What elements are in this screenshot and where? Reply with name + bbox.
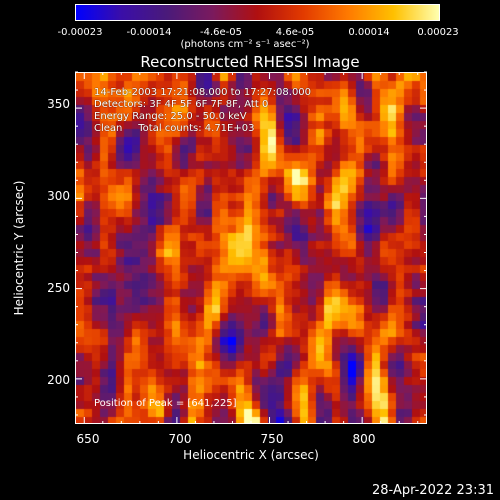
y-tick-label: 350 xyxy=(47,97,70,111)
annotation-detectors: Detectors: 3F 4F 5F 6F 7F 8F, Att 0 xyxy=(94,99,269,110)
colorbar-tick: 0.00014 xyxy=(348,27,390,38)
colorbar-tick: -0.00014 xyxy=(126,27,172,38)
annotation-peak: Position of Peak = [641,225] xyxy=(94,398,237,409)
chart-title: Reconstructed RHESSI Image xyxy=(140,53,360,71)
colorbar xyxy=(75,4,440,21)
heatmap-image xyxy=(76,73,426,423)
colorbar-tick: -0.00023 xyxy=(57,27,103,38)
y-tick-label: 200 xyxy=(47,373,70,387)
colorbar-tick: 4.6e-05 xyxy=(275,27,315,38)
x-tick-label: 750 xyxy=(260,432,284,446)
y-tick-label: 300 xyxy=(47,189,70,203)
colorbar-tick: 0.00023 xyxy=(417,27,459,38)
plot-area: 14-Feb-2003 17:21:08.000 to 17:27:08.000… xyxy=(75,72,427,424)
colorbar-unit: (photons cm⁻² s⁻¹ asec⁻²) xyxy=(180,39,310,50)
x-tick-label: 700 xyxy=(168,432,192,446)
annotation-method: Clean Total counts: 4.71E+03 xyxy=(94,123,255,134)
y-axis-label: Heliocentric Y (arcsec) xyxy=(12,180,26,316)
colorbar-tick: -4.6e-05 xyxy=(200,27,242,38)
y-tick-label: 250 xyxy=(47,281,70,295)
x-tick-label: 800 xyxy=(352,432,376,446)
footer-date: 28-Apr-2022 23:31 xyxy=(372,483,494,498)
x-axis-label: Heliocentric X (arcsec) xyxy=(183,448,319,462)
annotation-energy: Energy Range: 25.0 - 50.0 keV xyxy=(94,111,247,122)
x-tick-label: 650 xyxy=(76,432,100,446)
annotation-time: 14-Feb-2003 17:21:08.000 to 17:27:08.000 xyxy=(94,87,312,98)
